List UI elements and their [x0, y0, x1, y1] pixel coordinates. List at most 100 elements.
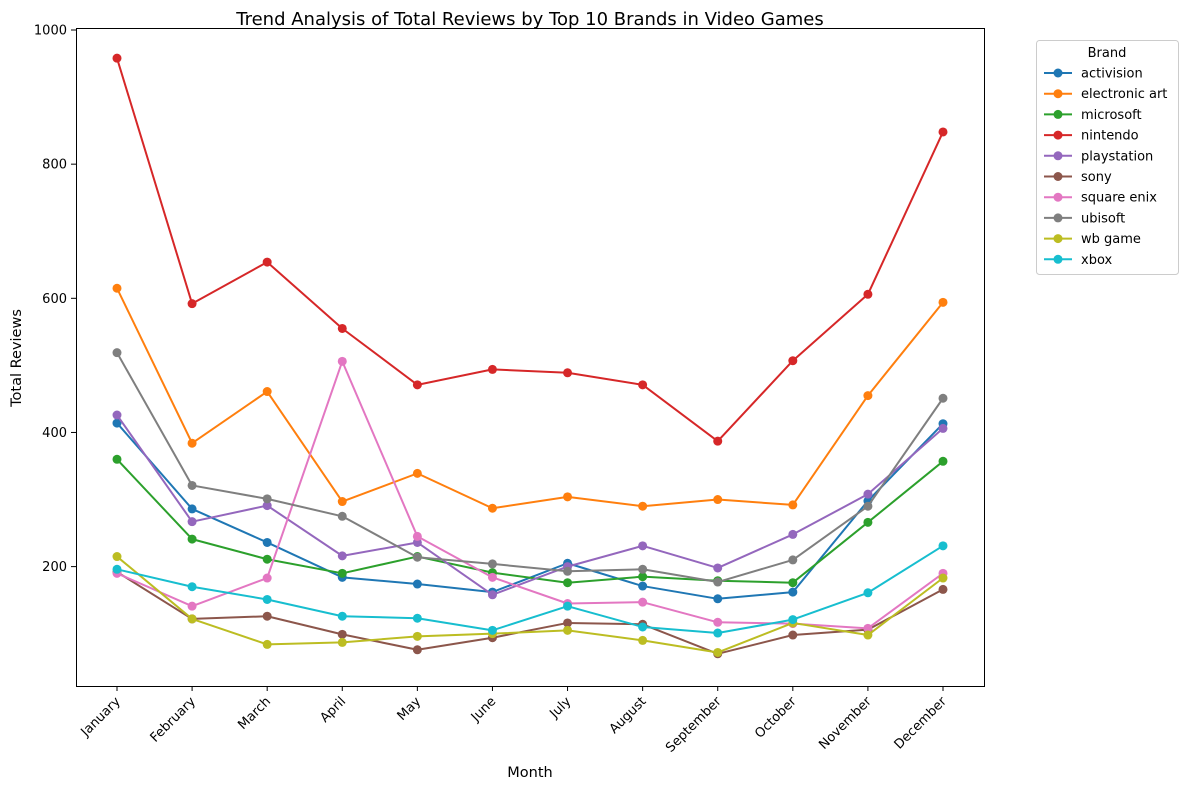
series-square-enix — [112, 356, 948, 633]
series-line — [116, 555, 944, 654]
data-point — [788, 615, 798, 625]
data-point — [938, 584, 948, 594]
data-point — [187, 614, 197, 624]
series-line — [116, 287, 944, 510]
data-point — [337, 511, 347, 521]
data-point — [938, 393, 948, 403]
data-point — [187, 299, 197, 309]
legend-item: square enix — [1044, 191, 1157, 206]
data-point — [262, 554, 272, 564]
data-point — [337, 497, 347, 507]
data-point — [713, 594, 723, 604]
data-point — [337, 611, 347, 621]
data-point — [713, 495, 723, 505]
legend-item: electronic art — [1044, 87, 1167, 102]
x-tick-label: March — [235, 694, 274, 733]
x-tick-label: December — [892, 694, 951, 753]
data-point — [638, 501, 648, 511]
data-point — [713, 436, 723, 446]
series-nintendo — [112, 53, 948, 446]
data-point — [563, 566, 573, 576]
data-point — [262, 594, 272, 604]
x-tick-label: October — [752, 694, 800, 742]
data-point — [487, 572, 497, 582]
data-point — [863, 623, 873, 633]
data-point — [112, 454, 122, 464]
data-point — [262, 537, 272, 547]
series-xbox — [112, 541, 948, 638]
data-point — [788, 578, 798, 588]
data-point — [788, 587, 798, 597]
chart-title: Trend Analysis of Total Reviews by Top 1… — [235, 9, 824, 30]
data-point — [412, 552, 422, 562]
legend-marker — [1053, 151, 1063, 161]
series-ubisoft — [112, 348, 948, 587]
data-point — [563, 492, 573, 502]
data-point — [412, 468, 422, 478]
data-point — [262, 573, 272, 583]
series-line — [116, 544, 944, 635]
legend-item: nintendo — [1044, 129, 1139, 144]
series-line — [116, 458, 944, 584]
data-point — [563, 368, 573, 378]
y-tick-label: 200 — [42, 560, 67, 575]
data-point — [262, 387, 272, 397]
data-point — [112, 348, 122, 358]
data-point — [938, 573, 948, 583]
data-point — [563, 625, 573, 635]
data-point — [112, 410, 122, 420]
data-point — [713, 563, 723, 573]
data-point — [412, 631, 422, 641]
data-point — [788, 630, 798, 640]
legend-marker — [1053, 172, 1063, 181]
data-point — [638, 597, 648, 607]
data-point — [713, 577, 723, 587]
legend-title: Brand — [1088, 46, 1127, 61]
x-tick-label: September — [663, 694, 725, 756]
legend-marker — [1053, 68, 1063, 78]
x-tick-label: May — [395, 694, 425, 724]
legend-marker — [1053, 234, 1063, 244]
data-point — [788, 555, 798, 565]
data-point — [863, 588, 873, 598]
data-point — [563, 601, 573, 611]
data-point — [563, 618, 573, 628]
data-point — [187, 480, 197, 490]
legend-item: sony — [1044, 170, 1112, 185]
legend-label: microsoft — [1081, 108, 1142, 123]
plot-frame — [76, 28, 985, 687]
legend-marker — [1053, 130, 1063, 140]
legend-item: xbox — [1044, 253, 1112, 268]
legend-label: square enix — [1081, 191, 1157, 206]
legend-item: activision — [1044, 67, 1143, 82]
data-point — [187, 438, 197, 448]
data-point — [412, 613, 422, 623]
data-point — [638, 541, 648, 551]
x-tick-label: February — [148, 694, 200, 746]
legend-frame — [1036, 40, 1179, 275]
legend-label: electronic art — [1081, 87, 1167, 102]
data-point — [112, 53, 122, 63]
y-tick-label: 1000 — [34, 24, 67, 39]
data-point — [412, 531, 422, 541]
data-point — [638, 572, 648, 582]
data-point — [262, 501, 272, 511]
series-line — [116, 57, 944, 443]
data-point — [112, 283, 122, 293]
y-axis-label: Total Reviews — [9, 309, 25, 408]
data-point — [788, 356, 798, 366]
data-point — [487, 559, 497, 569]
series-line — [116, 352, 944, 584]
data-point — [938, 127, 948, 137]
data-point — [713, 628, 723, 638]
data-point — [863, 489, 873, 499]
x-tick-label: November — [816, 694, 875, 753]
series-line — [116, 571, 944, 655]
data-point — [412, 645, 422, 655]
data-point — [638, 564, 648, 574]
data-point — [713, 617, 723, 627]
data-point — [112, 552, 122, 562]
data-point — [112, 418, 122, 428]
legend-item: wb game — [1044, 232, 1141, 247]
